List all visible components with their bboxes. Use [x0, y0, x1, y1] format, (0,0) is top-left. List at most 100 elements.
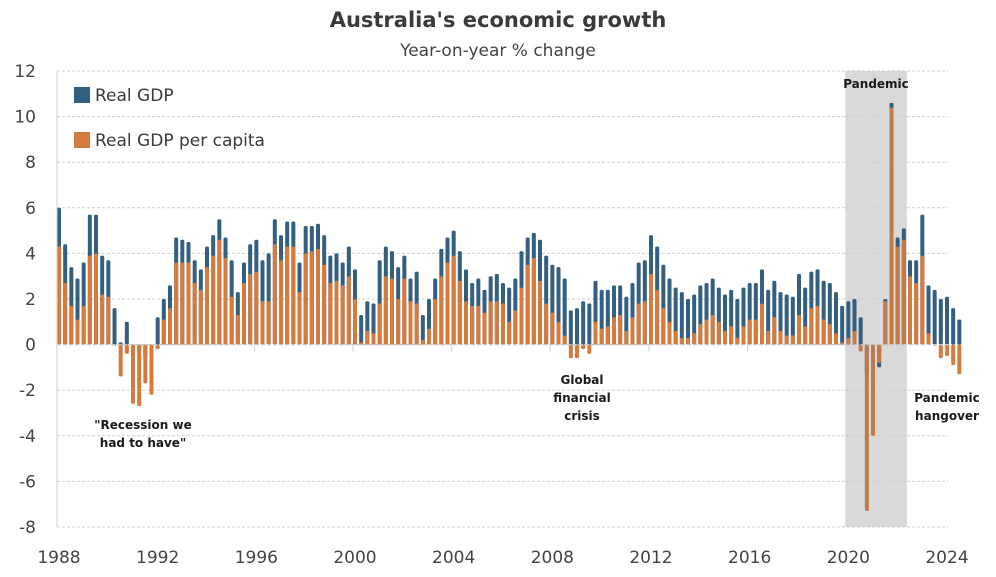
bar-real-gdp-per-capita	[945, 344, 949, 356]
annotation-gfc-line-2: financial	[553, 391, 611, 405]
bar-real-gdp-per-capita	[778, 330, 783, 345]
bar-real-gdp-per-capita	[316, 248, 320, 345]
bar-real-gdp-per-capita	[723, 330, 727, 345]
bar-real-gdp-per-capita	[618, 314, 623, 345]
bar-real-gdp-per-capita	[544, 303, 549, 345]
bar-real-gdp-per-capita	[371, 333, 376, 345]
bar-real-gdp-per-capita	[803, 326, 808, 345]
bar-real-gdp-per-capita	[211, 255, 216, 345]
bar-real-gdp	[587, 303, 592, 345]
bar-real-gdp-per-capita	[686, 337, 690, 345]
bar-real-gdp-per-capita	[501, 303, 505, 345]
bar-real-gdp	[420, 314, 425, 345]
bar-real-gdp-per-capita	[649, 273, 653, 345]
chart-title: Australia's economic growth	[329, 8, 667, 32]
bar-real-gdp-per-capita	[272, 244, 277, 345]
x-tick-label: 1988	[37, 548, 80, 568]
x-tick-label: 1992	[136, 548, 179, 568]
x-tick-label: 2024	[925, 548, 968, 568]
bar-real-gdp-per-capita	[192, 283, 197, 345]
bar-real-gdp-per-capita	[229, 296, 234, 345]
bar-real-gdp	[790, 296, 795, 345]
bar-real-gdp-per-capita	[753, 319, 758, 345]
bar-real-gdp-per-capita	[223, 257, 228, 345]
x-tick-label: 2016	[728, 548, 771, 568]
bar-real-gdp-per-capita	[809, 308, 814, 345]
bar-real-gdp-per-capita	[556, 321, 561, 345]
bar-real-gdp-per-capita	[106, 296, 111, 345]
annotation-gfc-line-1: Global	[560, 373, 603, 387]
bar-real-gdp-per-capita	[451, 255, 456, 345]
bar-real-gdp-per-capita	[716, 321, 721, 345]
bar-real-gdp-per-capita	[667, 321, 672, 345]
x-tick-label: 2020	[827, 548, 870, 568]
bar-real-gdp-per-capita	[593, 321, 598, 345]
bar-real-gdp-per-capita	[655, 289, 660, 345]
bar-real-gdp-per-capita	[143, 344, 148, 384]
bar-real-gdp-per-capita	[340, 285, 345, 345]
bar-real-gdp-per-capita	[285, 246, 290, 345]
bar-real-gdp	[581, 301, 586, 345]
bar-real-gdp-per-capita	[938, 344, 943, 359]
bar-real-gdp-per-capita	[679, 337, 684, 345]
bar-real-gdp-per-capita	[365, 330, 370, 345]
x-tick-label: 2012	[629, 548, 672, 568]
bar-real-gdp-per-capita	[482, 312, 487, 345]
bar-real-gdp-per-capita	[747, 319, 752, 345]
y-tick-label: 8	[25, 153, 36, 173]
bar-real-gdp-per-capita	[957, 344, 962, 375]
bar-real-gdp-per-capita	[118, 344, 123, 377]
bar-real-gdp-per-capita	[377, 303, 382, 345]
y-tick-label: 10	[14, 108, 36, 128]
bar-real-gdp	[784, 294, 789, 345]
bar-real-gdp	[359, 314, 364, 345]
bar-real-gdp-per-capita	[235, 314, 240, 345]
bar-real-gdp	[568, 310, 573, 345]
bar-real-gdp-per-capita	[408, 301, 413, 345]
bar-real-gdp-per-capita	[402, 278, 407, 345]
bar-real-gdp-per-capita	[661, 308, 666, 345]
bar-real-gdp-per-capita	[242, 283, 246, 345]
bar-real-gdp-per-capita	[57, 246, 61, 345]
bar-real-gdp-per-capita	[445, 262, 450, 345]
bar-real-gdp-per-capita	[612, 317, 616, 345]
bar-real-gdp-per-capita	[87, 255, 92, 345]
bar-real-gdp-per-capita	[630, 317, 635, 345]
bar-real-gdp-per-capita	[433, 299, 438, 345]
bar-real-gdp	[155, 317, 160, 345]
bar-real-gdp-per-capita	[137, 344, 142, 407]
bar-real-gdp-per-capita	[710, 314, 715, 345]
bar-real-gdp-per-capita	[427, 328, 431, 345]
bars	[57, 102, 962, 512]
legend-swatch-real-gdp	[74, 87, 90, 103]
y-tick-label: -4	[19, 427, 36, 447]
bar-real-gdp-per-capita	[100, 294, 105, 345]
legend-label-real-gdp-per-capita: Real GDP per capita	[95, 131, 265, 151]
bar-real-gdp	[112, 308, 117, 345]
bar-real-gdp-per-capita	[131, 344, 135, 404]
bar-real-gdp	[679, 292, 684, 345]
bar-real-gdp	[957, 319, 962, 345]
bar-real-gdp-per-capita	[889, 107, 894, 345]
bar-real-gdp	[686, 299, 690, 345]
bar-real-gdp-per-capita	[81, 305, 86, 345]
y-tick-label: -6	[19, 472, 36, 492]
bar-real-gdp-per-capita	[901, 239, 906, 345]
bar-real-gdp-per-capita	[914, 283, 919, 345]
bar-real-gdp-per-capita	[895, 246, 900, 345]
bar-real-gdp	[932, 289, 937, 345]
legend-label-real-gdp: Real GDP	[95, 86, 174, 106]
bar-real-gdp-per-capita	[815, 305, 820, 345]
x-tick-label: 2000	[333, 548, 376, 568]
x-tick-label: 2008	[531, 548, 574, 568]
annotation-hangover-line-2: hangover	[915, 409, 979, 423]
bar-real-gdp-per-capita	[322, 264, 327, 345]
bar-real-gdp-per-capita	[439, 276, 444, 345]
bar-real-gdp-per-capita	[513, 310, 518, 345]
bar-real-gdp-per-capita	[149, 344, 154, 395]
bar-real-gdp	[124, 321, 129, 345]
bar-real-gdp	[692, 294, 697, 345]
annotation-pandemic: Pandemic	[843, 77, 909, 91]
bar-real-gdp-per-capita	[673, 330, 678, 345]
